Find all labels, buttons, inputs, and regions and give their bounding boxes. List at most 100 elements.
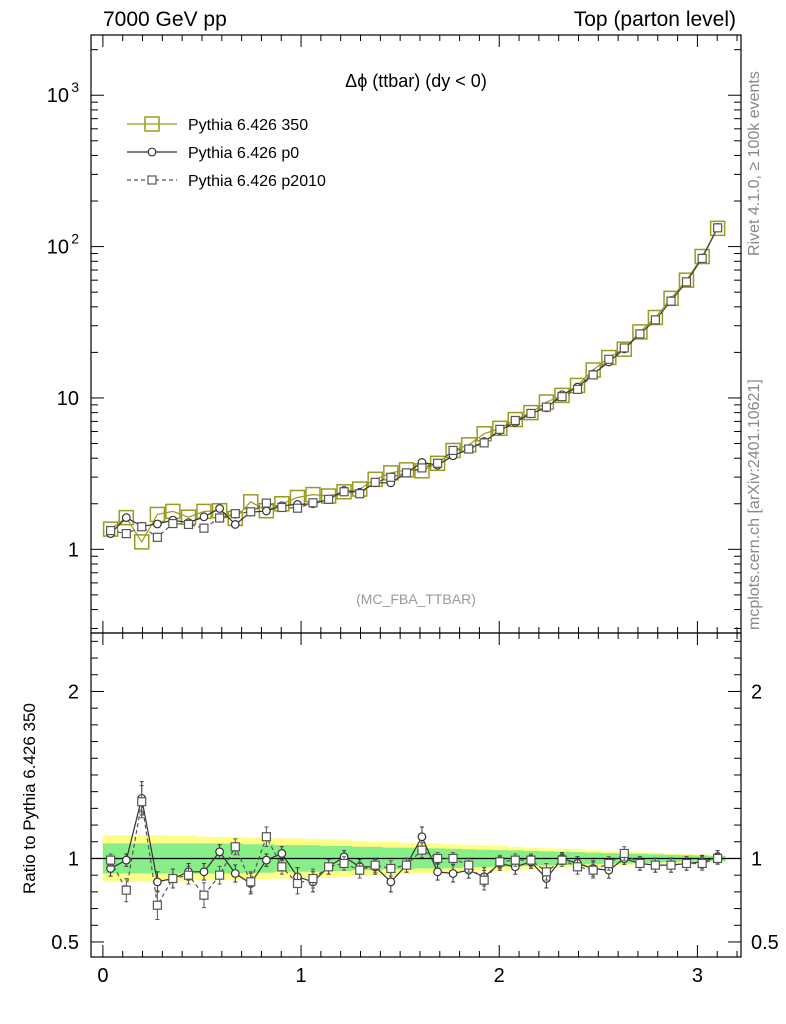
ratio-series-1: [106, 785, 723, 920]
x-tick-label: 0: [97, 965, 108, 987]
ratio-series-line: [110, 801, 718, 907]
data-point: [292, 503, 303, 513]
legend-marker: [147, 147, 157, 157]
data-point: [541, 402, 551, 412]
ratio-frame: [90, 632, 742, 958]
data-point: [118, 509, 135, 526]
ratio-data-point: [650, 860, 660, 870]
y-tick-exponent: 3: [71, 79, 79, 95]
series-line: [110, 227, 719, 535]
y-tick-label: 1: [68, 539, 79, 561]
ratio-data-point: [277, 862, 287, 872]
data-point: [709, 220, 726, 237]
ratio-data-point: [619, 848, 629, 859]
data-point: [121, 529, 131, 539]
ratio-data-point: [526, 855, 536, 865]
ratio-data-point: [277, 849, 287, 858]
data-point: [616, 341, 633, 357]
ratio-data-point: [152, 900, 162, 910]
data-point: [152, 532, 162, 542]
ratio-data-point: [713, 853, 723, 864]
data-point: [339, 487, 349, 497]
ratio-data-point: [168, 873, 178, 884]
data-point: [492, 420, 508, 437]
data-point: [697, 253, 707, 264]
ratio-data-point: [588, 865, 598, 875]
ratio-data-point: [386, 863, 396, 874]
data-point: [183, 519, 194, 530]
ratio-data-point: [448, 853, 458, 864]
y-tick-label: 10: [47, 85, 69, 107]
legend-marker: [144, 116, 160, 132]
ratio-data-point: [370, 860, 380, 870]
series-line: [110, 227, 719, 539]
data-point: [433, 458, 443, 468]
ratio-data-point: [246, 877, 256, 887]
ratio-data-point: [230, 842, 240, 852]
data-point: [261, 498, 271, 508]
y-tick-exponent: 2: [71, 231, 79, 247]
legend-label: Pythia 6.426 350: [188, 117, 308, 134]
legend-marker: [147, 175, 157, 185]
data-point: [647, 309, 664, 326]
data-point: [199, 512, 209, 522]
watermark-label: (MC_FBA_TTBAR): [356, 591, 476, 607]
ratio-data-point: [604, 858, 614, 869]
ratio-data-point: [401, 860, 412, 870]
ratio-data-point: [215, 847, 225, 857]
data-point: [230, 509, 240, 519]
data-point: [557, 392, 567, 402]
chart-title: Δϕ (ttbar) (dy < 0): [345, 71, 487, 91]
data-point: [355, 489, 365, 499]
header-right: Top (parton level): [573, 8, 736, 31]
ratio-data-point: [261, 832, 271, 842]
ratio-data-point: [339, 858, 349, 869]
ratio-data-point: [417, 832, 427, 842]
ratio-data-point: [479, 875, 489, 885]
data-point: [650, 315, 660, 325]
ratio-data-point: [666, 860, 676, 870]
data-point: [215, 504, 225, 513]
ratio-y-tick-label: 1: [68, 848, 79, 870]
ratio-data-point: [215, 870, 225, 880]
ratio-y-tick-label: 2: [68, 681, 79, 703]
ratio-data-point: [230, 869, 240, 878]
ratio-data-point: [541, 867, 551, 877]
data-point: [464, 444, 474, 454]
ratio-data-point: [697, 858, 707, 869]
data-point: [619, 343, 629, 353]
ratio-y-tick-label: 0.5: [51, 932, 79, 954]
legend: Pythia 6.426 350 Pythia 6.426 p0 Pythia 6.…: [127, 116, 326, 190]
data-point: [133, 534, 150, 550]
data-point: [604, 354, 614, 364]
x-tick-label: 3: [692, 965, 703, 987]
data-point: [495, 424, 505, 434]
ratio-data-point: [433, 867, 443, 877]
ratio-y-tick-label-right: 2: [751, 681, 762, 703]
data-point: [152, 519, 162, 529]
ratio-y-tick-label-right: 1: [751, 848, 762, 870]
data-point: [308, 498, 318, 508]
ratio-data-point: [433, 853, 443, 864]
data-point: [448, 445, 458, 456]
data-point: [632, 324, 648, 340]
ratio-data-point: [308, 873, 318, 884]
data-point: [324, 494, 334, 504]
data-point: [417, 463, 427, 473]
ratio-data-point: [386, 877, 396, 887]
ratio-data-point: [121, 885, 131, 895]
data-point: [635, 329, 645, 339]
data-point: [121, 513, 131, 523]
ratio-data-point: [152, 877, 162, 887]
ratio-data-point: [199, 867, 209, 877]
ratio-data-point: [572, 862, 583, 872]
data-point: [694, 248, 710, 265]
data-point: [523, 404, 539, 421]
y-tick-label: 10: [57, 388, 79, 410]
data-point: [230, 520, 240, 529]
ratio-data-point: [557, 855, 567, 865]
data-point: [199, 523, 209, 533]
data-point: [681, 277, 692, 287]
